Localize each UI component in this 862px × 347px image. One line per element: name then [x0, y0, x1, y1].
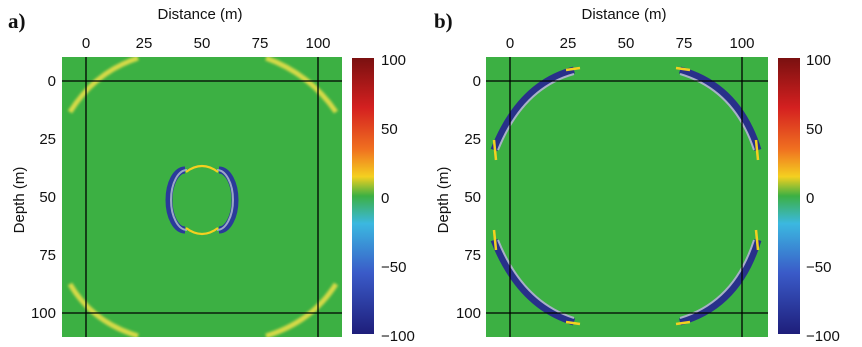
panel-b-y-tick: 50: [464, 189, 481, 206]
panel-b-wavefronts: [490, 66, 762, 326]
panel-b-y-tick: 75: [464, 247, 481, 264]
panel-b-colorbar-tick: 50: [806, 121, 823, 138]
panel-b-x-axis-title: Distance (m): [581, 6, 666, 23]
panel-a-x-tick: 100: [305, 35, 330, 52]
panel-b-x-tick: 100: [729, 35, 754, 52]
panel-b-colorbar-tick: −50: [806, 259, 831, 276]
panel-a-letter: a): [8, 9, 26, 33]
panel-a-x-tick: 0: [82, 35, 90, 52]
panel-a-y-tick: 75: [39, 247, 56, 264]
panel-a-x-tick: 50: [194, 35, 211, 52]
panel-a-colorbar-tick: −50: [381, 259, 406, 276]
panel-a: a) Distance (m) Depth (m) 0 25 50 75 100…: [8, 6, 415, 345]
panel-a-colorbar-tick: 50: [381, 121, 398, 138]
panel-b-colorbar: [778, 58, 800, 334]
panel-b-colorbar-tick: 100: [806, 52, 831, 69]
panel-a-y-tick: 100: [31, 305, 56, 322]
panel-b-colorbar-tick: 0: [806, 190, 814, 207]
panel-b-x-tick: 25: [560, 35, 577, 52]
panel-a-y-tick: 25: [39, 131, 56, 148]
panel-a-y-tick: 0: [48, 73, 56, 90]
panel-b-wavefield: [486, 57, 768, 337]
panel-a-y-tick: 50: [39, 189, 56, 206]
panel-b-y-tick: 100: [456, 305, 481, 322]
panel-a-colorbar: [352, 58, 374, 334]
panel-b-letter: b): [434, 9, 453, 33]
panel-a-x-axis-title: Distance (m): [157, 6, 242, 23]
panel-b-x-tick: 0: [506, 35, 514, 52]
panel-a-x-tick: 75: [252, 35, 269, 52]
panel-b-y-tick: 0: [473, 73, 481, 90]
panel-a-colorbar-tick: 100: [381, 52, 406, 69]
panel-a-wavefield: [62, 57, 342, 337]
panel-b: b) Distance (m) Depth (m) 0 25 50 75 100…: [434, 6, 840, 345]
panel-a-central-ring: [165, 164, 239, 236]
panel-b-y-axis-title: Depth (m): [435, 167, 452, 234]
panel-a-y-axis-title: Depth (m): [11, 167, 28, 234]
panel-a-colorbar-tick: −100: [381, 328, 415, 345]
panel-a-wavefronts: [67, 57, 339, 337]
panel-b-y-tick: 25: [464, 131, 481, 148]
panel-a-colorbar-tick: 0: [381, 190, 389, 207]
panel-a-x-tick: 25: [136, 35, 153, 52]
panel-b-x-tick: 50: [618, 35, 635, 52]
panel-b-x-tick: 75: [676, 35, 693, 52]
panel-b-colorbar-tick: −100: [806, 328, 840, 345]
